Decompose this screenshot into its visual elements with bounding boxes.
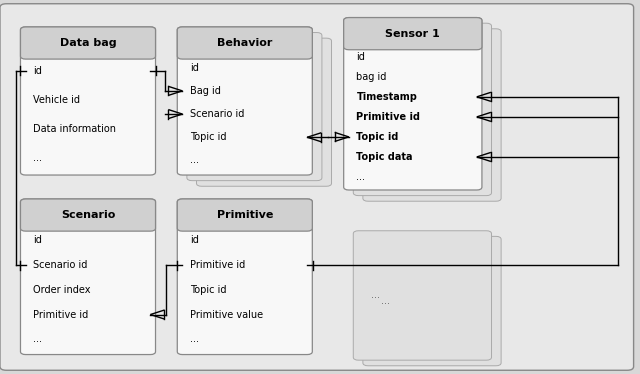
FancyBboxPatch shape [20, 27, 156, 59]
Text: Topic id: Topic id [190, 285, 227, 295]
Text: bag id: bag id [356, 72, 387, 82]
FancyBboxPatch shape [177, 199, 312, 355]
Text: Sensor 1: Sensor 1 [385, 29, 440, 39]
FancyBboxPatch shape [344, 18, 482, 50]
FancyBboxPatch shape [363, 236, 501, 366]
FancyBboxPatch shape [0, 4, 634, 370]
Text: Order index: Order index [33, 285, 91, 295]
Text: id: id [190, 236, 199, 245]
Text: id: id [33, 65, 42, 76]
Text: Behavior: Behavior [217, 38, 273, 48]
FancyBboxPatch shape [363, 29, 501, 201]
Text: ...: ... [381, 296, 390, 306]
Text: Topic id: Topic id [190, 132, 227, 142]
FancyBboxPatch shape [20, 27, 156, 175]
FancyBboxPatch shape [177, 199, 312, 231]
Text: id: id [190, 63, 199, 73]
Text: Scenario: Scenario [61, 210, 115, 220]
FancyBboxPatch shape [177, 27, 312, 59]
Text: ...: ... [33, 153, 42, 163]
Text: Data information: Data information [33, 123, 116, 134]
Text: Scenario id: Scenario id [33, 260, 88, 270]
FancyBboxPatch shape [353, 23, 492, 196]
Text: Topic id: Topic id [356, 132, 399, 142]
FancyBboxPatch shape [344, 18, 482, 190]
Text: Primitive id: Primitive id [190, 260, 245, 270]
Text: Timestamp: Timestamp [356, 92, 417, 102]
Text: ...: ... [190, 156, 199, 165]
Text: ...: ... [190, 334, 199, 344]
FancyBboxPatch shape [187, 33, 322, 181]
Text: Data bag: Data bag [60, 38, 116, 48]
Text: Primitive: Primitive [216, 210, 273, 220]
Text: id: id [33, 236, 42, 245]
Text: Bag id: Bag id [190, 86, 221, 96]
FancyBboxPatch shape [20, 199, 156, 355]
FancyBboxPatch shape [177, 27, 312, 175]
FancyBboxPatch shape [353, 231, 492, 360]
Text: Scenario id: Scenario id [190, 109, 244, 119]
Text: Primitive id: Primitive id [33, 310, 88, 319]
FancyBboxPatch shape [20, 199, 156, 231]
Text: ...: ... [371, 291, 380, 300]
FancyBboxPatch shape [196, 38, 332, 186]
Text: ...: ... [33, 334, 42, 344]
Text: id: id [356, 52, 365, 62]
Text: ...: ... [356, 172, 365, 182]
Text: Vehicle id: Vehicle id [33, 95, 80, 105]
Text: Primitive id: Primitive id [356, 112, 420, 122]
Text: Primitive value: Primitive value [190, 310, 263, 319]
Text: Topic data: Topic data [356, 152, 413, 162]
